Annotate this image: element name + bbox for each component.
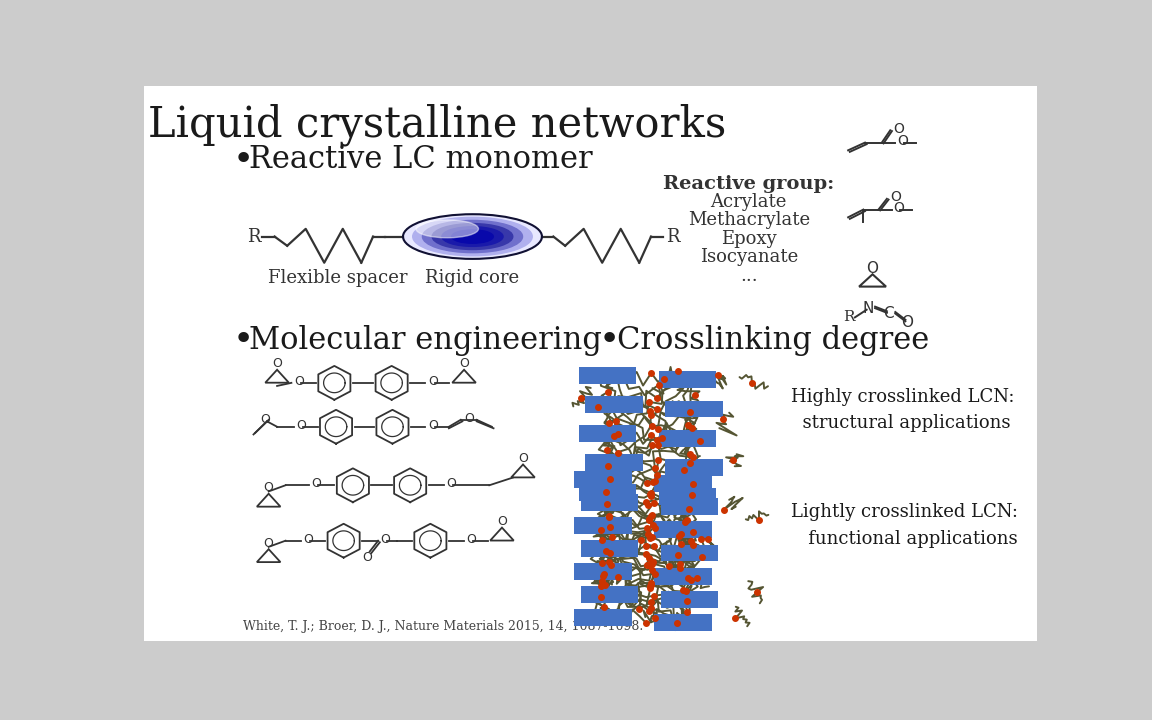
Text: Molecular engineering: Molecular engineering xyxy=(249,325,602,356)
Text: O: O xyxy=(460,357,469,370)
Text: O: O xyxy=(264,481,273,494)
Text: Methacrylate: Methacrylate xyxy=(688,211,810,229)
Text: O: O xyxy=(294,375,304,388)
Bar xyxy=(661,498,719,516)
Bar xyxy=(661,590,719,608)
Ellipse shape xyxy=(403,215,541,259)
Ellipse shape xyxy=(412,217,532,256)
Text: O: O xyxy=(897,134,908,148)
Bar xyxy=(654,567,712,585)
Text: O: O xyxy=(464,412,473,425)
Ellipse shape xyxy=(452,230,493,243)
Text: •: • xyxy=(233,143,253,176)
Bar xyxy=(666,459,722,476)
Text: •: • xyxy=(233,323,253,358)
Bar xyxy=(575,471,631,487)
Ellipse shape xyxy=(416,220,478,238)
Bar xyxy=(659,430,715,446)
Text: R: R xyxy=(247,228,260,246)
Text: O: O xyxy=(296,419,306,432)
Text: O: O xyxy=(497,515,507,528)
Text: O: O xyxy=(272,357,282,370)
Text: O: O xyxy=(362,551,372,564)
Ellipse shape xyxy=(442,227,503,246)
Text: O: O xyxy=(264,536,273,549)
Bar xyxy=(578,366,636,384)
Bar xyxy=(585,396,643,413)
Text: Isocyanate: Isocyanate xyxy=(699,248,798,266)
Text: O: O xyxy=(303,533,313,546)
Bar xyxy=(578,426,636,442)
Bar xyxy=(659,488,715,505)
Text: O: O xyxy=(518,452,528,465)
Text: Acrylate: Acrylate xyxy=(711,193,787,211)
Text: N: N xyxy=(863,301,874,315)
Bar xyxy=(575,517,631,534)
Text: Reactive LC monomer: Reactive LC monomer xyxy=(249,144,593,175)
Bar xyxy=(581,494,638,510)
Bar xyxy=(578,484,636,500)
Bar xyxy=(661,544,719,562)
Text: O: O xyxy=(467,533,477,546)
Bar xyxy=(575,609,631,626)
Text: •: • xyxy=(599,323,620,358)
Text: R: R xyxy=(666,228,680,246)
Bar xyxy=(575,563,631,580)
Text: R: R xyxy=(843,310,855,325)
Bar xyxy=(581,586,638,603)
Text: O: O xyxy=(446,477,456,490)
Text: Reactive group:: Reactive group: xyxy=(664,175,834,193)
Text: Liquid crystalline networks: Liquid crystalline networks xyxy=(149,104,727,146)
Bar xyxy=(654,475,712,492)
Text: White, T. J.; Broer, D. J., Nature Materials 2015, 14, 1087-1098.: White, T. J.; Broer, D. J., Nature Mater… xyxy=(243,620,644,633)
Text: ...: ... xyxy=(740,266,758,284)
Text: Flexible spacer: Flexible spacer xyxy=(268,269,408,287)
Text: O: O xyxy=(901,315,914,330)
Text: Epoxy: Epoxy xyxy=(721,230,776,248)
Text: O: O xyxy=(866,261,879,276)
Text: O: O xyxy=(380,533,391,546)
Text: O: O xyxy=(311,477,321,490)
Text: O: O xyxy=(427,419,438,432)
Ellipse shape xyxy=(423,220,523,253)
Text: O: O xyxy=(893,122,903,136)
Bar xyxy=(585,454,643,472)
Text: O: O xyxy=(894,201,904,215)
Text: O: O xyxy=(427,375,438,388)
Bar xyxy=(581,540,638,557)
Bar xyxy=(659,372,715,388)
Text: Crosslinking degree: Crosslinking degree xyxy=(617,325,930,356)
Text: O: O xyxy=(260,413,270,426)
Text: Lightly crosslinked LCN:
   functional applications: Lightly crosslinked LCN: functional appl… xyxy=(791,503,1018,547)
Bar xyxy=(666,400,722,418)
Text: Rigid core: Rigid core xyxy=(425,269,520,287)
Text: O: O xyxy=(890,190,901,204)
Text: C: C xyxy=(884,306,894,321)
Ellipse shape xyxy=(432,224,513,250)
Text: Highly crosslinked LCN:
  structural applications: Highly crosslinked LCN: structural appli… xyxy=(791,387,1015,432)
Bar xyxy=(654,614,712,631)
Bar xyxy=(654,521,712,539)
